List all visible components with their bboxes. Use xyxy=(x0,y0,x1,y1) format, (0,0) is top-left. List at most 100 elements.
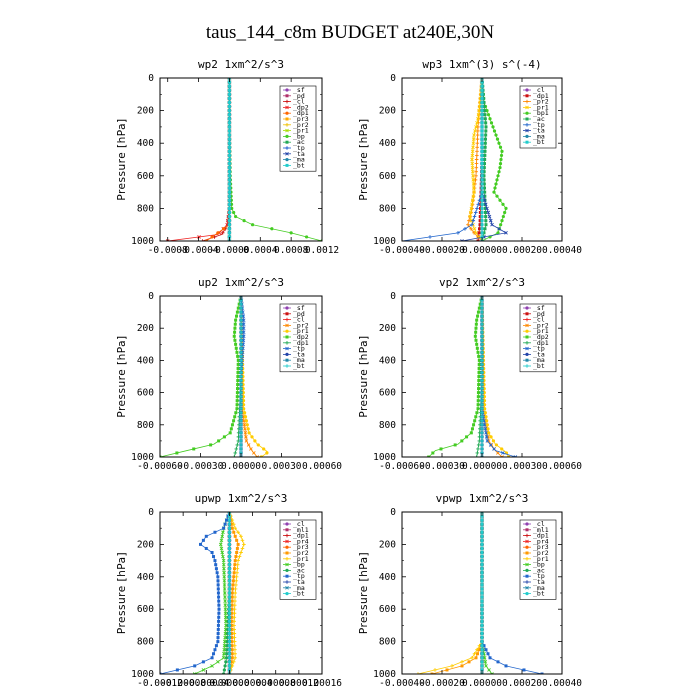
data-point xyxy=(472,423,476,427)
legend-marker xyxy=(525,140,529,144)
data-point xyxy=(480,591,484,595)
data-point xyxy=(480,149,484,153)
data-point xyxy=(232,571,236,575)
legend-marker xyxy=(525,592,529,596)
legend-marker xyxy=(285,88,289,92)
data-point xyxy=(470,161,475,166)
data-point xyxy=(231,587,235,591)
series-group xyxy=(402,78,508,241)
legend-marker xyxy=(285,323,289,328)
data-point xyxy=(236,530,240,535)
legend-marker xyxy=(525,580,529,584)
y-tick-label: 0 xyxy=(148,507,154,518)
data-point xyxy=(470,656,474,660)
data-point xyxy=(230,526,234,530)
legend-marker xyxy=(525,94,529,98)
data-point xyxy=(494,133,498,137)
data-point xyxy=(235,551,239,554)
legend-marker xyxy=(285,317,289,322)
data-point xyxy=(218,542,223,547)
data-point xyxy=(484,431,488,435)
data-point xyxy=(227,559,232,563)
data-point xyxy=(480,410,484,415)
data-point xyxy=(483,109,487,113)
data-point xyxy=(227,546,232,551)
data-point xyxy=(221,530,225,535)
data-point xyxy=(239,418,243,423)
data-point xyxy=(227,591,232,595)
data-point xyxy=(227,631,232,636)
data-point xyxy=(220,550,225,555)
data-point xyxy=(485,206,489,211)
series-group xyxy=(160,296,269,457)
data-point xyxy=(221,554,225,559)
data-point xyxy=(233,651,237,656)
data-point xyxy=(242,407,246,411)
legend-marker xyxy=(525,557,529,561)
data-point xyxy=(483,158,487,161)
data-point xyxy=(227,170,231,174)
data-point xyxy=(472,190,476,194)
data-point xyxy=(480,166,484,170)
legend-label: _ta xyxy=(293,578,305,586)
x-tick-label: -0.0004 xyxy=(179,245,219,256)
data-point xyxy=(480,330,484,335)
x-tick-label: 0.0004 xyxy=(243,245,278,256)
data-point xyxy=(236,387,240,391)
data-point xyxy=(233,656,238,660)
data-point xyxy=(223,615,228,620)
data-point xyxy=(500,149,504,153)
data-point xyxy=(428,235,432,239)
legend-marker xyxy=(525,117,529,121)
data-point xyxy=(232,627,237,632)
legend-marker xyxy=(285,111,289,115)
data-point xyxy=(480,174,484,178)
data-point xyxy=(210,656,214,660)
data-point xyxy=(480,302,484,306)
data-point xyxy=(476,314,480,318)
data-point xyxy=(239,322,243,326)
data-point xyxy=(227,514,232,518)
data-point xyxy=(230,636,234,640)
legend-marker xyxy=(525,545,529,549)
data-point xyxy=(485,419,489,423)
data-point xyxy=(244,419,248,423)
y-tick-label: 1000 xyxy=(131,236,154,247)
data-point xyxy=(227,80,231,84)
data-point xyxy=(236,379,240,383)
data-point xyxy=(227,219,231,223)
data-point xyxy=(289,231,293,235)
data-point xyxy=(216,575,220,579)
y-tick-label: 600 xyxy=(137,171,154,182)
data-point xyxy=(230,423,234,427)
data-point xyxy=(233,563,237,567)
data-point xyxy=(470,169,475,174)
series-group xyxy=(416,512,544,674)
data-point xyxy=(501,451,505,455)
legend-marker xyxy=(285,585,289,590)
data-point xyxy=(239,366,243,371)
data-point xyxy=(235,562,240,567)
data-point xyxy=(480,414,484,419)
data-point xyxy=(480,374,484,379)
data-point xyxy=(480,603,484,607)
data-point xyxy=(488,656,492,660)
legend-label: _sf xyxy=(293,86,305,94)
data-point xyxy=(227,92,231,96)
data-point xyxy=(227,223,231,227)
data-point xyxy=(234,342,238,346)
data-point xyxy=(230,627,234,631)
data-point xyxy=(480,579,484,583)
legend-marker xyxy=(525,134,529,138)
data-point xyxy=(460,239,464,241)
data-point xyxy=(482,399,487,403)
data-point xyxy=(239,374,243,379)
data-point xyxy=(490,672,494,674)
data-point xyxy=(473,210,478,215)
data-point xyxy=(227,518,232,522)
data-point xyxy=(480,198,484,202)
data-point xyxy=(490,222,494,227)
legend-marker xyxy=(525,364,529,368)
data-point xyxy=(470,198,475,203)
data-point xyxy=(212,555,216,559)
